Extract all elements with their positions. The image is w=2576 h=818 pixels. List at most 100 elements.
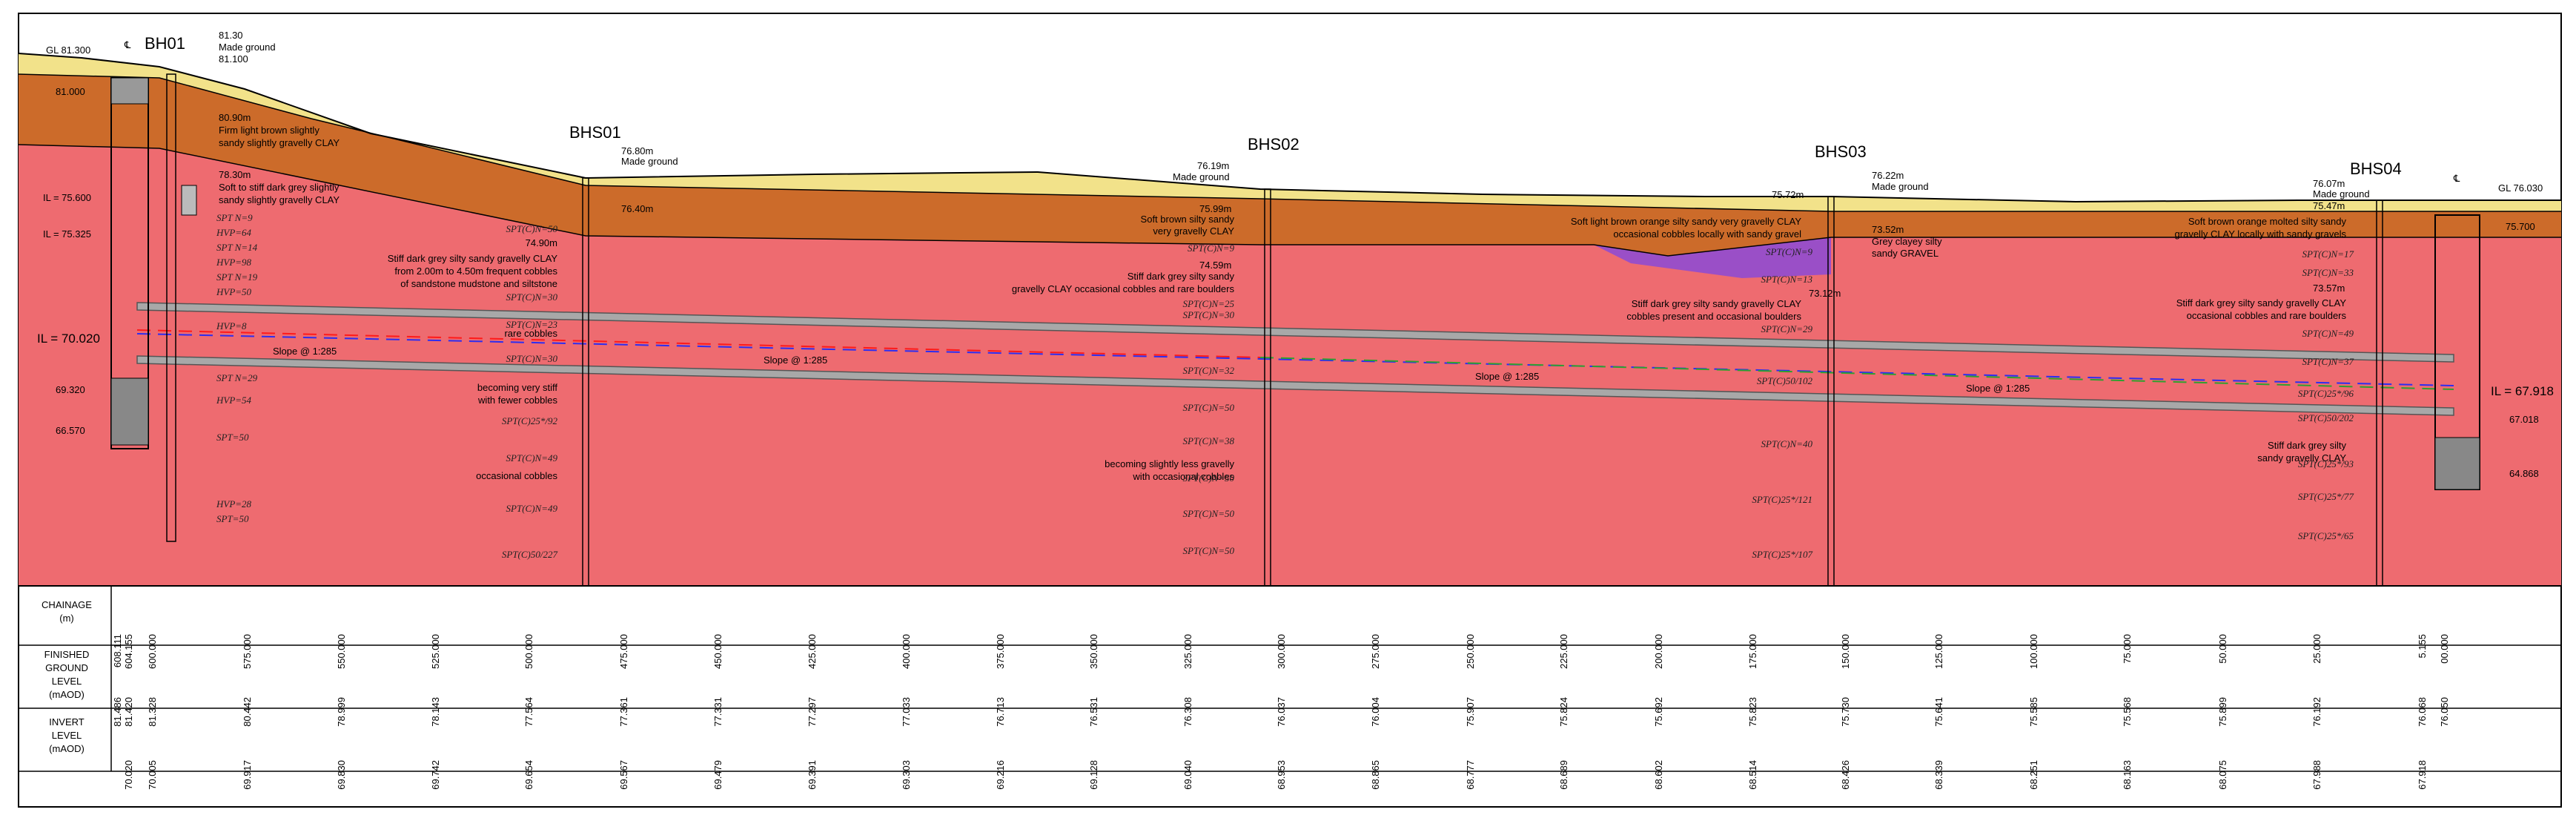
chainage-value: 450.000: [712, 634, 724, 669]
invert-level-value: 68.514: [1747, 760, 1758, 790]
ground-level-value: 75.641: [1933, 697, 1944, 727]
table-row-label: GROUND: [45, 662, 88, 673]
ground-level-value: 76.037: [1276, 697, 1287, 727]
strata-text: sandy slightly gravelly CLAY: [219, 194, 340, 205]
spt-result: SPT(C)N=50: [1183, 545, 1235, 556]
chainage-value: 575.000: [242, 634, 253, 669]
invert-level-value: 68.163: [2122, 760, 2133, 790]
strata-text: rare cobbles: [504, 328, 557, 339]
ground-level-value: 76.068: [2417, 697, 2428, 727]
strata-text: 74.90m: [526, 237, 557, 248]
invert-level-value: 69.391: [807, 760, 818, 790]
chainage-value: 00.000: [2439, 634, 2450, 664]
spt-result: SPT N=14: [216, 242, 258, 253]
pipe-bottom-wall: [136, 355, 2454, 416]
bhs02-label: 75.99m: [1199, 203, 1231, 214]
spt-result: SPT(C)N=50: [506, 223, 558, 234]
strata-text: cobbles present and occasional boulders: [1626, 311, 1801, 322]
strata-text: from 2.00m to 4.50m frequent cobbles: [394, 265, 557, 277]
bh01-label: 81.30: [219, 30, 243, 41]
chainage-value: 100.000: [2028, 634, 2039, 669]
bhs03-label: 76.22m: [1872, 170, 1904, 181]
ground-level-value: 77.297: [807, 697, 818, 727]
chainage-value: 275.000: [1370, 634, 1381, 669]
invert-level-value: 69.917: [242, 760, 253, 790]
spt-result: HVP=28: [216, 498, 252, 509]
strata-text: gravelly CLAY locally with sandy gravels: [2175, 228, 2347, 240]
spt-result: SPT(C)N=32: [1183, 365, 1235, 376]
design-line-blue: [136, 333, 2454, 386]
spt-result: SPT(C)N=50: [1183, 402, 1235, 413]
ground-level-value: 76.004: [1370, 697, 1381, 727]
ground-level-value: 75.585: [2028, 697, 2039, 727]
spt-result: SPT=50: [216, 513, 249, 524]
strata-text: Soft to stiff dark grey slightly: [219, 182, 340, 193]
bhs01-label: 76.80m: [621, 145, 653, 156]
spt-result: SPT(C)N=29: [1761, 323, 1813, 334]
spt-result: SPT(C)N=13: [1761, 274, 1813, 285]
strata-text: Stiff dark grey silty: [2268, 440, 2346, 451]
spt-result: SPT(C)N=50: [1183, 472, 1235, 484]
spt-result: HVP=54: [216, 395, 252, 406]
invert-level-value: 68.339: [1933, 760, 1944, 790]
table-row-label: INVERT: [49, 716, 84, 728]
invert-level-value: 68.953: [1276, 760, 1287, 790]
invert-level-value: 69.742: [430, 760, 441, 790]
chainage-value: 50.000: [2217, 634, 2228, 664]
ground-level-value: 77.331: [712, 697, 724, 727]
ground-level-value: 75.730: [1840, 697, 1851, 727]
strata-text: Stiff dark grey silty sandy gravelly CLA…: [1632, 298, 1802, 309]
strata-text: Stiff dark grey silty sandy gravelly CLA…: [388, 253, 558, 264]
bhs02-label: Made ground: [1173, 171, 1230, 182]
pipe-top-wall: [136, 302, 2454, 363]
chainage-value: 25.000: [2311, 634, 2322, 664]
bhs04-label: 73.57m: [2313, 283, 2345, 294]
chamber-right: [2434, 214, 2480, 490]
strata-text: gravelly CLAY occasional cobbles and rar…: [1012, 283, 1235, 294]
chainage-value: 550.000: [336, 634, 347, 669]
spt-result: HVP=50: [216, 286, 252, 297]
bhs02-label: 74.59m: [1199, 260, 1231, 271]
borehole-bhs01-title: BHS01: [569, 123, 621, 142]
bhs03-label: 75.72m: [1772, 189, 1804, 200]
strata-text: of sandstone mudstone and siltstone: [400, 278, 557, 289]
ground-level-value: 81.328: [147, 697, 158, 727]
invert-level-value: 69.830: [336, 760, 347, 790]
spt-result: SPT(C)25*/77: [2298, 491, 2354, 502]
invert-level-value: 68.251: [2028, 760, 2039, 790]
strata-text: sandy gravelly CLAY: [2257, 452, 2346, 464]
spt-result: SPT(C)N=9: [1766, 246, 1812, 257]
spt-result: SPT(C)N=25: [1183, 298, 1235, 309]
strata-text: Soft light brown orange silty sandy very…: [1571, 216, 1802, 227]
spt-result: SPT N=29: [216, 372, 258, 383]
invert-level-value: 69.654: [523, 760, 534, 790]
invert-level-value: 68.689: [1558, 760, 1569, 790]
strata-text: 78.30m: [219, 169, 251, 180]
chamber-right-level: IL = 67.918: [2491, 384, 2554, 398]
chainage-value: 608.111: [112, 634, 123, 667]
strata-text: sandy GRAVEL: [1872, 248, 1938, 259]
table-row-labels: CHAINAGE (m) FINISHED GROUND LEVEL (mAOD) INVE…: [42, 599, 92, 754]
chainage-value: 325.000: [1182, 634, 1193, 669]
spt-result: SPT(C)25*/96: [2298, 388, 2354, 399]
chainage-value: 475.000: [618, 634, 629, 669]
spt-result: HVP=64: [216, 227, 252, 238]
chainage-value: 425.000: [807, 634, 818, 669]
strata-text: very gravelly CLAY: [1153, 225, 1234, 237]
strata-text: occasional cobbles: [476, 470, 557, 481]
chamber-left-level: 81.000: [56, 86, 85, 97]
ground-level-value: 77.033: [901, 697, 912, 727]
invert-level-value: 69.479: [712, 760, 724, 790]
ground-line: [18, 53, 2561, 203]
chainage-value: 200.000: [1653, 634, 1664, 669]
ground-level-value: 75.907: [1465, 697, 1476, 727]
invert-level-value: 69.303: [901, 760, 912, 790]
strata-text: Soft brown silty sandy: [1141, 214, 1235, 225]
chainage-value: 125.000: [1933, 634, 1944, 669]
spt-result: SPT(C)N=49: [506, 452, 558, 464]
spt-result: SPT(C)25*/107: [1752, 549, 1812, 560]
design-line-green: [1259, 357, 2454, 390]
bhs01-label: Made ground: [621, 156, 678, 167]
